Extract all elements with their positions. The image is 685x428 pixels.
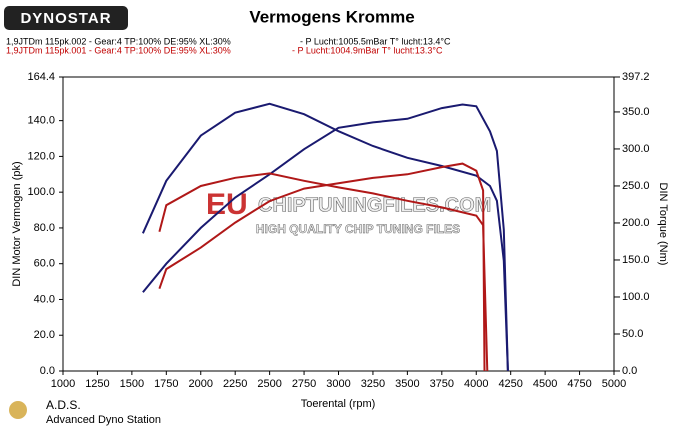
y-tick-label: 0.0: [40, 365, 55, 377]
y-axis-label: DIN Motor Vermogen (pk): [11, 161, 23, 286]
y2-tick-label: 250.0: [622, 180, 650, 192]
x-tick-label: 2250: [223, 378, 247, 390]
x-tick-label: 1000: [51, 378, 75, 390]
x-axis-label: Toerental (rpm): [301, 398, 376, 410]
watermark-site: CHIPTUNINGFILES.COM: [258, 194, 491, 216]
logo-box: [4, 6, 128, 30]
y2-tick-label: 200.0: [622, 217, 650, 229]
chart-title: Vermogens Kromme: [249, 7, 414, 26]
data-line: [158, 172, 489, 372]
x-tick-label: 1250: [85, 378, 109, 390]
run-conditions: - P Lucht:1004.9mBar T° lucht:13.3°C: [292, 45, 443, 55]
y-tick-label: 60.0: [34, 258, 55, 270]
y2-tick-label: 150.0: [622, 254, 650, 266]
x-tick-label: 4250: [498, 378, 522, 390]
footer-icon: [9, 401, 27, 419]
y-tick-label: 164.4: [27, 71, 55, 83]
y2-tick-label: 300.0: [622, 143, 650, 155]
x-tick-label: 5000: [602, 378, 626, 390]
data-line: [142, 103, 509, 372]
footer-subtitle: Advanced Dyno Station: [46, 414, 161, 426]
data-line: [141, 102, 509, 372]
x-tick-label: 3000: [326, 378, 350, 390]
x-tick-label: 3250: [361, 378, 385, 390]
x-tick-label: 4750: [567, 378, 591, 390]
y2-tick-label: 397.2: [622, 71, 650, 83]
run-conditions: - P Lucht:1005.5mBar T° lucht:13.4°C: [300, 36, 451, 46]
x-tick-label: 3750: [430, 378, 454, 390]
y-tick-label: 20.0: [34, 329, 55, 341]
x-tick-label: 1500: [120, 378, 144, 390]
watermark-tagline: HIGH QUALITY CHIP TUNING FILES: [256, 222, 460, 236]
run-legend: 1,9JTDm 115pk.002 - Gear:4 TP:100% DE:95…: [6, 36, 451, 55]
y2-tick-label: 50.0: [622, 328, 643, 340]
y2-tick-label: 100.0: [622, 291, 650, 303]
x-tick-label: 3500: [395, 378, 419, 390]
y-tick-label: 40.0: [34, 293, 55, 305]
run-label: 1,9JTDm 115pk.002 - Gear:4 TP:100% DE:95…: [6, 36, 231, 46]
run-label: 1,9JTDm 115pk.001 - Gear:4 TP:100% DE:95…: [6, 45, 231, 55]
data-line: [158, 162, 486, 372]
logo: DYNOSTAR: [20, 10, 111, 27]
y2-tick-label: 0.0: [622, 365, 637, 377]
y2-tick-label: 350.0: [622, 106, 650, 118]
footer-name: A.D.S.: [46, 398, 81, 412]
x-tick-label: 4500: [533, 378, 557, 390]
x-tick-label: 4000: [464, 378, 488, 390]
x-tick-label: 2000: [189, 378, 213, 390]
x-tick-label: 2750: [292, 378, 316, 390]
y-tick-label: 100.0: [27, 186, 55, 198]
y-tick-label: 80.0: [34, 222, 55, 234]
y-tick-label: 140.0: [27, 115, 55, 127]
x-tick-label: 1750: [154, 378, 178, 390]
y2-axis-label: DIN Torque (Nm): [657, 183, 669, 266]
x-tick-label: 2500: [257, 378, 281, 390]
y-tick-label: 120.0: [27, 150, 55, 162]
